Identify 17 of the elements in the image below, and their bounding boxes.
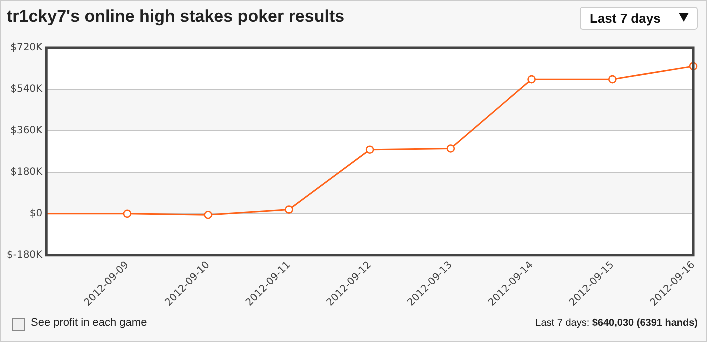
chart-title: tr1cky7's online high stakes poker results [7,7,345,27]
point [528,75,536,84]
text: Last 7 days: $640,030 (6391 hands) [536,318,698,329]
point [608,75,617,84]
point [123,210,132,218]
point [285,206,294,214]
y-tick-label: $0 [30,208,43,220]
point [366,146,374,154]
y-tick-label: $360K [10,126,44,137]
y-tick-label: $180K [10,167,44,178]
y-tick-label: $720K [10,42,44,54]
point [204,210,212,220]
text: See profit in each game [31,317,148,329]
point [446,144,456,153]
y-tick-label: $540K [10,84,44,96]
y-tick-label: $-180K [6,250,44,262]
text: Last 7 days [590,11,661,26]
